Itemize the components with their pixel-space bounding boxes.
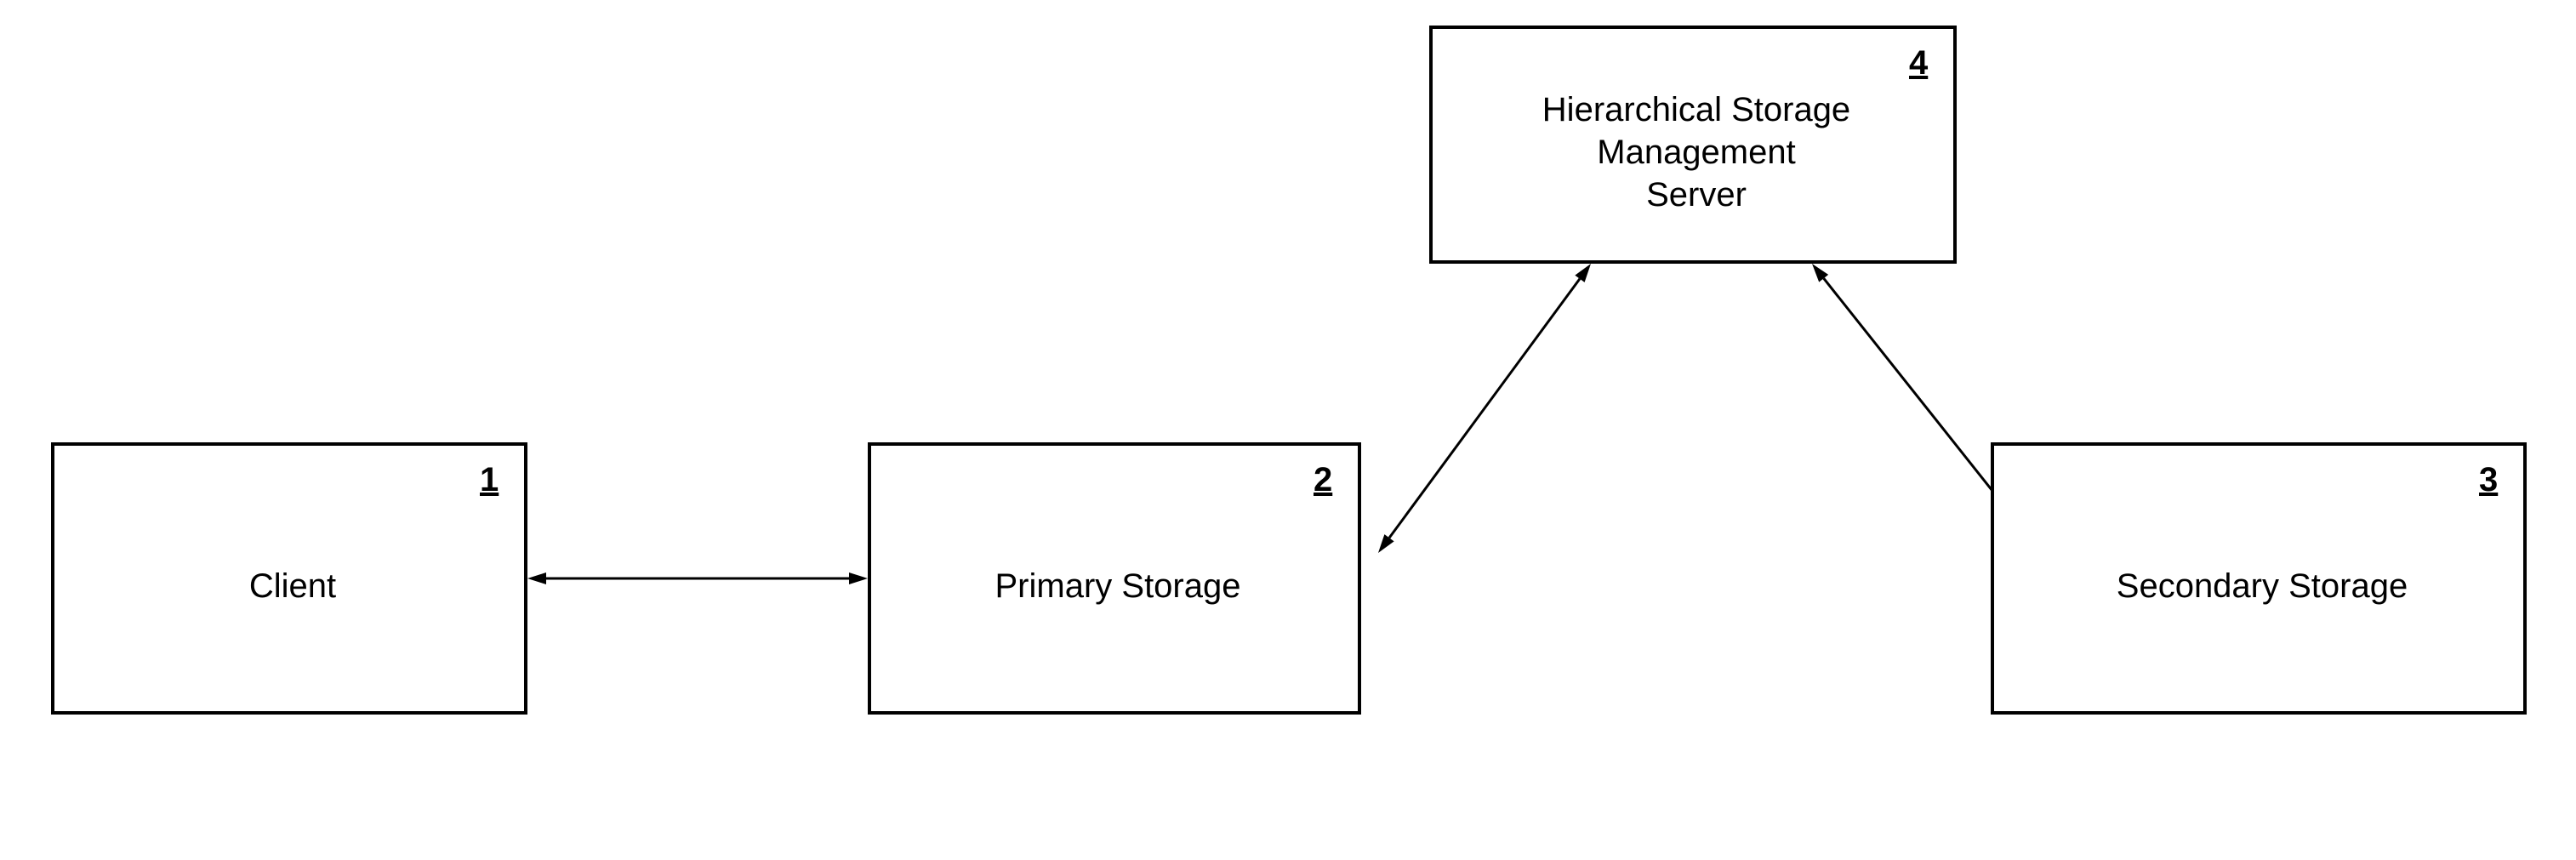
arrowhead-icon [849,572,868,584]
node-primary-id: 2 [1314,461,1332,499]
arrowhead-icon [1575,264,1591,282]
node-client-id: 1 [480,461,499,499]
node-secondary: 3 Secondary Storage [1991,442,2527,715]
arrowhead-icon [1378,534,1394,553]
node-primary-label: Primary Storage [871,565,1365,607]
arrowhead-icon [1812,264,1828,282]
node-hsm: 4 Hierarchical Storage Management Server [1429,26,1957,264]
node-hsm-id: 4 [1909,44,1928,83]
node-secondary-id: 3 [2479,461,2498,499]
diagram-canvas: 1Client2Primary Storage3Secondary Storag… [0,0,2576,860]
edge-primary-hsm [1389,279,1580,538]
node-secondary-label: Secondary Storage [1994,565,2530,607]
node-client-label: Client [54,565,531,607]
node-client: 1Client [51,442,527,715]
edges-layer [0,0,2576,860]
node-primary: 2Primary Storage [868,442,1361,715]
node-hsm-label: Hierarchical Storage Management Server [1433,88,1960,216]
